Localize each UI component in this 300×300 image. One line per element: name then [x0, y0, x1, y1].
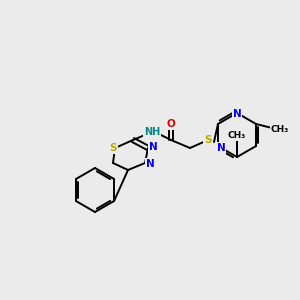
Text: S: S	[204, 135, 212, 145]
Text: O: O	[167, 119, 176, 129]
Text: CH₃: CH₃	[271, 125, 289, 134]
Text: CH₃: CH₃	[228, 131, 246, 140]
Text: N: N	[232, 109, 242, 119]
Text: NH: NH	[144, 127, 160, 137]
Text: N: N	[146, 159, 154, 169]
Text: S: S	[109, 143, 117, 153]
Text: N: N	[148, 142, 158, 152]
Text: N: N	[217, 143, 225, 153]
